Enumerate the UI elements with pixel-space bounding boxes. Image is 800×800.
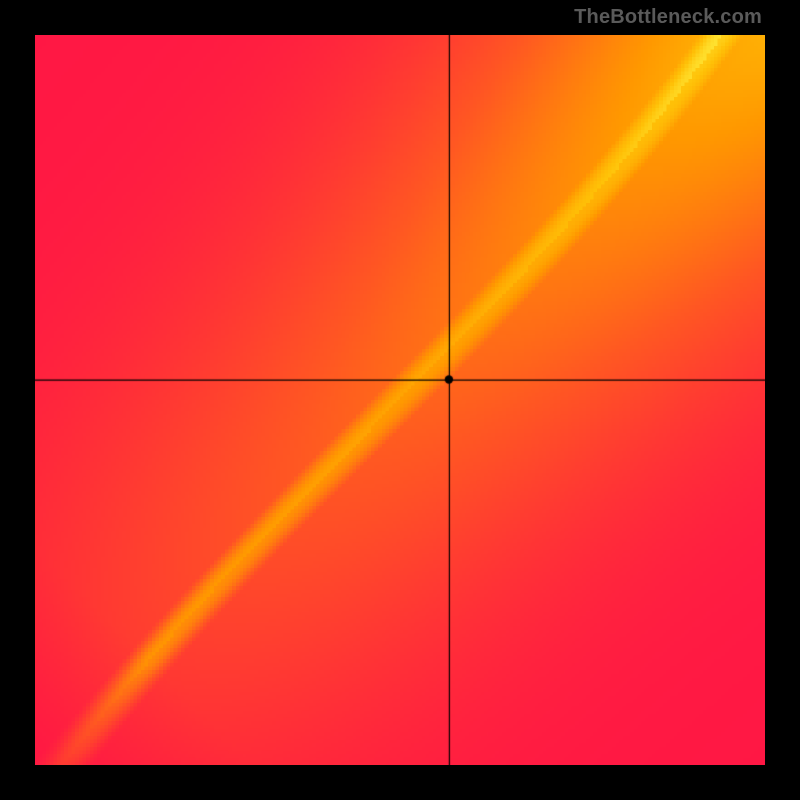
bottleneck-heatmap [35,35,765,765]
chart-container: TheBottleneck.com [0,0,800,800]
watermark-text: TheBottleneck.com [574,6,762,29]
